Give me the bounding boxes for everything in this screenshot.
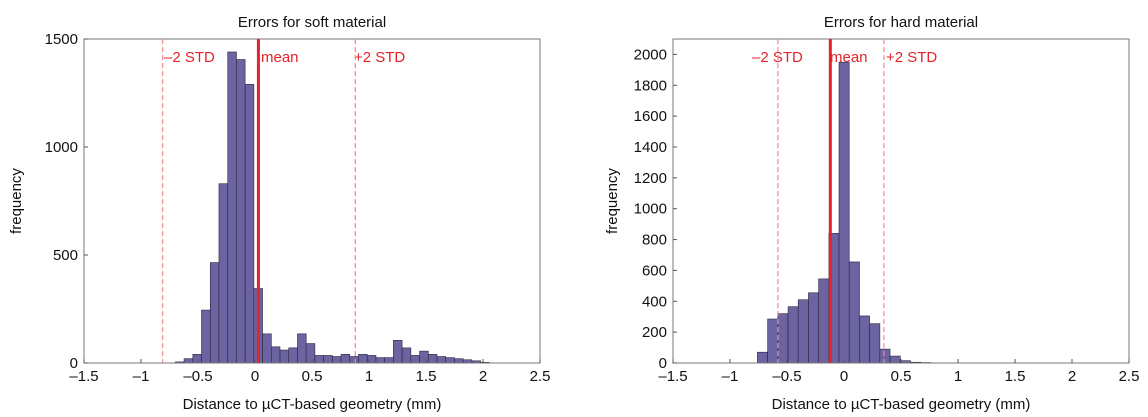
x-tick-label: –1.5 — [69, 368, 98, 385]
bars-group — [175, 51, 490, 364]
histogram-bar — [209, 262, 220, 364]
y-tick-label: 0 — [659, 355, 667, 372]
x-tick-label: –0.5 — [183, 368, 212, 385]
x-tick-label: 0 — [251, 368, 259, 385]
histogram-bar — [384, 357, 394, 364]
mean-label: mean — [261, 49, 299, 66]
histogram-bar — [218, 183, 228, 364]
x-tick-label: 0.5 — [302, 368, 323, 385]
histogram-bar — [445, 357, 455, 364]
histogram-bar — [297, 333, 307, 364]
histogram-bar — [757, 351, 768, 364]
mean-label: mean — [830, 49, 868, 66]
x-tick-label: –1 — [133, 368, 150, 385]
histogram-bar — [279, 349, 290, 364]
histogram-bar — [436, 356, 447, 364]
y-tick-label: 1000 — [634, 201, 667, 218]
histogram-bar — [797, 299, 809, 364]
y-tick-label: 1600 — [634, 108, 667, 125]
y-tick-label: 2000 — [634, 46, 667, 63]
x-tick-label: 1 — [954, 368, 962, 385]
chart-title: Errors for soft material — [238, 14, 386, 31]
histogram-bar — [288, 347, 298, 364]
histogram-bar — [401, 347, 412, 364]
x-tick-label: –1 — [722, 368, 739, 385]
histogram-bar — [889, 355, 901, 364]
histogram-bar — [818, 278, 830, 364]
histogram-bar — [427, 354, 438, 364]
histogram-bar — [838, 61, 850, 364]
histogram-bar — [340, 354, 351, 364]
y-tick-label: 1200 — [634, 170, 667, 187]
y-tick-label: 1400 — [634, 139, 667, 156]
plot-area-frame — [83, 38, 541, 364]
x-tick-label: 2 — [479, 368, 487, 385]
y-tick-label: 1500 — [45, 31, 78, 48]
histogram-bar — [201, 309, 211, 364]
histogram-bar — [787, 306, 799, 364]
y-axis-label: frequency — [8, 168, 25, 234]
bars-group — [757, 61, 932, 364]
x-tick-label: 0.5 — [891, 368, 912, 385]
y-tick-label: 800 — [642, 232, 667, 249]
y-tick-label: 200 — [642, 324, 667, 341]
plus-2std-label: +2 STD — [886, 49, 937, 66]
y-tick-label: 0 — [70, 355, 78, 372]
x-tick-label: 0 — [840, 368, 848, 385]
y-tick-label: 1000 — [45, 139, 78, 156]
histogram-bar — [270, 346, 281, 364]
histogram-bar — [393, 340, 403, 364]
histogram-bar — [454, 358, 464, 364]
histogram-bar — [349, 356, 359, 364]
histogram-bar — [879, 348, 891, 364]
soft-material-panel: Errors for soft material Distance to µCT… — [8, 14, 550, 413]
histogram-bar — [848, 261, 860, 364]
y-axis-label: frequency — [604, 168, 621, 234]
histogram-bar — [375, 357, 385, 364]
histogram-bar — [305, 343, 316, 364]
x-tick-label: 1.5 — [416, 368, 437, 385]
x-tick-label: 2.5 — [530, 368, 551, 385]
hard-material-panel: Errors for hard material Distance to µCT… — [604, 14, 1139, 413]
x-axis-label: Distance to µCT-based geometry (mm) — [772, 396, 1031, 413]
x-tick-label: 1.5 — [1005, 368, 1026, 385]
histogram-bar — [419, 350, 429, 364]
histogram-bar — [244, 84, 255, 364]
x-tick-label: 2.5 — [1119, 368, 1140, 385]
histogram-bar — [192, 354, 202, 364]
y-tick-label: 1800 — [634, 77, 667, 94]
histogram-bar — [314, 355, 324, 364]
x-tick-label: –0.5 — [772, 368, 801, 385]
histogram-bar — [262, 333, 272, 364]
y-tick-label: 500 — [53, 247, 78, 264]
histogram-bar — [767, 318, 779, 364]
x-tick-label: 1 — [365, 368, 373, 385]
y-tick-label: 600 — [642, 262, 667, 279]
histogram-bar — [869, 323, 881, 364]
histogram-bar — [410, 355, 420, 364]
histogram-bar — [236, 59, 246, 364]
histogram-bar — [358, 354, 368, 364]
histogram-bar — [183, 358, 194, 364]
x-axis-label: Distance to µCT-based geometry (mm) — [183, 396, 442, 413]
x-tick-label: –1.5 — [658, 368, 687, 385]
x-tick-label: 2 — [1068, 368, 1076, 385]
histogram-bar — [227, 51, 237, 364]
histogram-bar — [859, 315, 870, 364]
histogram-bar — [332, 356, 342, 364]
histogram-bar — [323, 355, 333, 364]
histogram-bar — [808, 292, 819, 364]
histogram-bar — [777, 313, 789, 364]
plus-2std-label: +2 STD — [354, 49, 405, 66]
chart-title: Errors for hard material — [824, 14, 978, 31]
minus-2std-label: –2 STD — [164, 49, 215, 66]
y-tick-label: 400 — [642, 293, 667, 310]
plot-area-frame — [672, 38, 1130, 364]
